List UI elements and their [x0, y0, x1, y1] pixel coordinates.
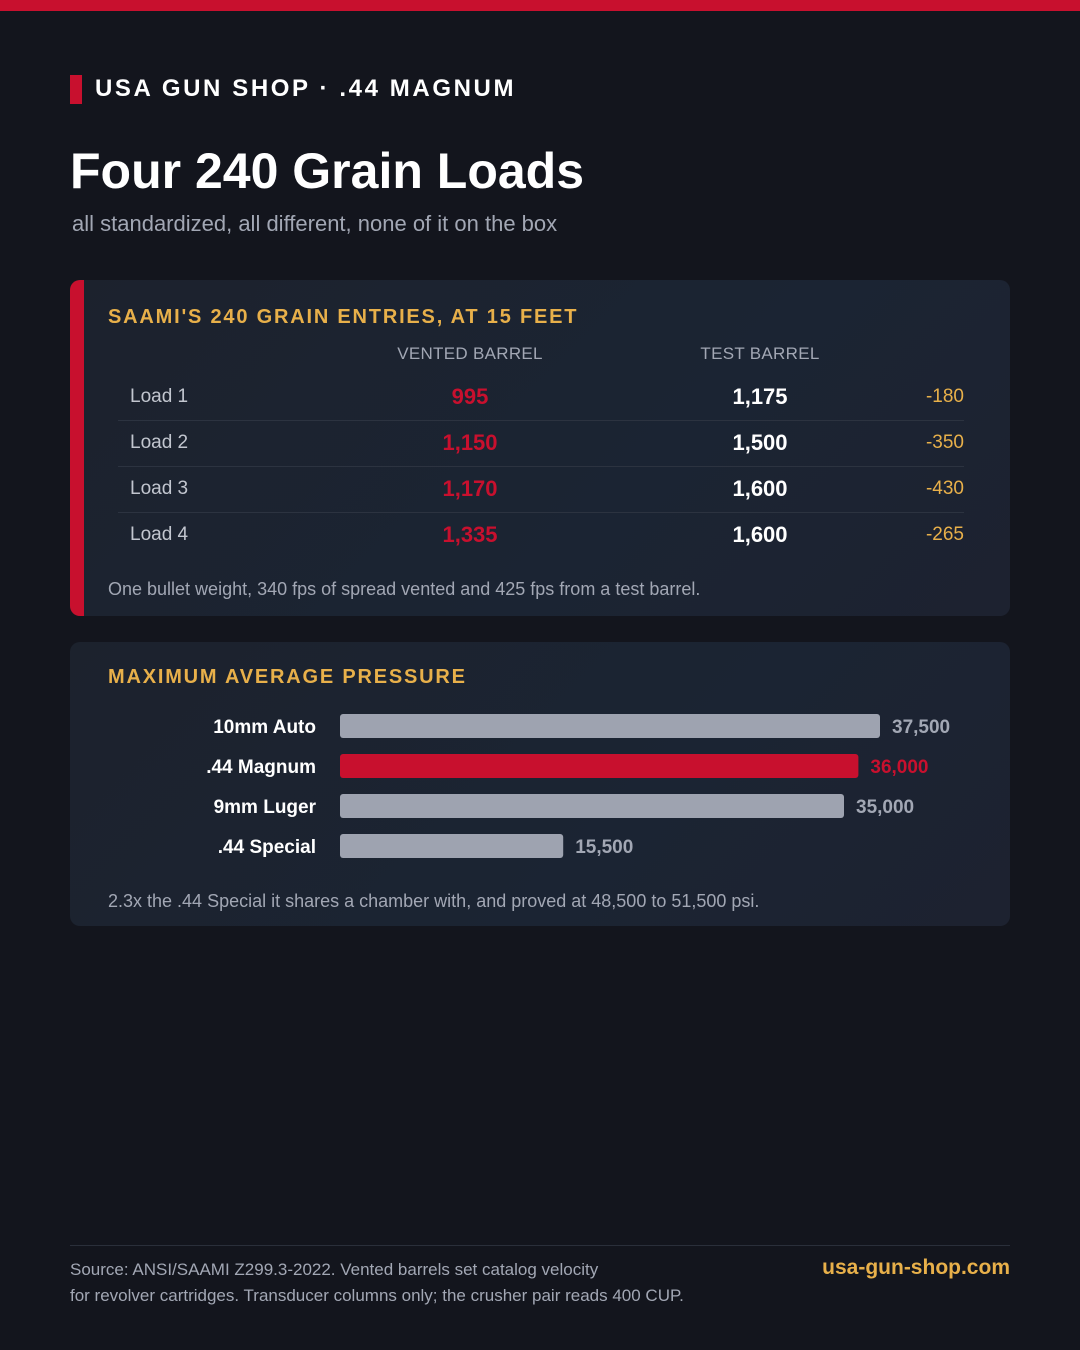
row-label: Load 4: [130, 524, 189, 545]
velocity-card-accent: [70, 280, 84, 616]
source-line-2: for revolver cartridges. Transducer colu…: [70, 1286, 684, 1305]
row-label: Load 1: [130, 386, 189, 407]
bar-highlight: [340, 754, 859, 778]
footer-divider: [70, 1245, 1010, 1246]
velocity-difference: -350: [925, 432, 964, 453]
column-header-vented: VENTED BARREL: [397, 344, 543, 363]
bar-value-label: 35,000: [856, 797, 914, 818]
velocity-difference: -265: [925, 524, 964, 545]
velocity-difference: -180: [925, 386, 964, 407]
velocity-difference: -430: [925, 478, 964, 499]
test-velocity: 1,600: [732, 476, 788, 501]
bar-category-label: 10mm Auto: [213, 717, 316, 738]
pressure-chart-title: MAXIMUM AVERAGE PRESSURE: [108, 666, 467, 688]
pressure-bar-chart: 10mm Auto 37,500 .44 Magnum 36,000 9mm Luger…: [206, 714, 950, 858]
vented-velocity: 1,170: [442, 476, 498, 501]
table-row: Load 3 1,170 1,600 -430: [118, 466, 964, 513]
test-velocity: 1,175: [732, 384, 788, 409]
velocity-note: One bullet weight, 340 fps of spread ven…: [108, 579, 701, 599]
column-header-test: TEST BARREL: [700, 344, 820, 363]
pressure-card: MAXIMUM AVERAGE PRESSURE 10mm Auto 37,500…: [70, 642, 1010, 926]
bar-value-label: 36,000: [870, 757, 928, 778]
vented-velocity: 995: [451, 384, 489, 409]
kicker-text: USA GUN SHOP · .44 MAGNUM: [95, 75, 517, 102]
bar-value-label: 15,500: [575, 837, 633, 858]
vented-velocity: 1,335: [442, 522, 498, 547]
page-title: Four 240 Grain Loads: [70, 143, 585, 199]
table-row: Load 4 1,335 1,600 -265: [118, 512, 964, 558]
row-label: Load 2: [130, 432, 189, 453]
table-row: Load 2 1,150 1,500 -350: [118, 420, 964, 467]
kicker: USA GUN SHOP · .44 MAGNUM: [70, 74, 516, 104]
row-label: Load 3: [130, 478, 189, 499]
bar-category-label: .44 Special: [218, 837, 316, 858]
bar-value-label: 37,500: [892, 717, 950, 738]
source-line-1: Source: ANSI/SAAMI Z299.3-2022. Vented b…: [70, 1260, 599, 1279]
table-row: Load 1 995 1,175 -180: [118, 374, 964, 421]
site-link[interactable]: usa-gun-shop.com: [822, 1256, 1010, 1279]
bar-category-label: 9mm Luger: [214, 797, 317, 818]
bar: [340, 794, 844, 818]
velocity-card-heading: SAAMI'S 240 GRAIN ENTRIES, AT 15 FEET: [108, 306, 579, 328]
test-velocity: 1,500: [732, 430, 788, 455]
test-velocity: 1,600: [732, 522, 788, 547]
bar: [340, 834, 564, 858]
kicker-mark: [70, 74, 82, 104]
page-subtitle: all standardized, all different, none of…: [72, 211, 558, 236]
pressure-note: 2.3x the .44 Special it shares a chamber…: [108, 891, 760, 911]
bar: [340, 714, 880, 738]
top-accent-bar: [0, 0, 1080, 11]
bar-category-label: .44 Magnum: [206, 757, 316, 778]
vented-velocity: 1,150: [442, 430, 498, 455]
velocity-card: SAAMI'S 240 GRAIN ENTRIES, AT 15 FEET VE…: [70, 280, 1010, 616]
source-note: Source: ANSI/SAAMI Z299.3-2022. Vented b…: [70, 1257, 750, 1309]
